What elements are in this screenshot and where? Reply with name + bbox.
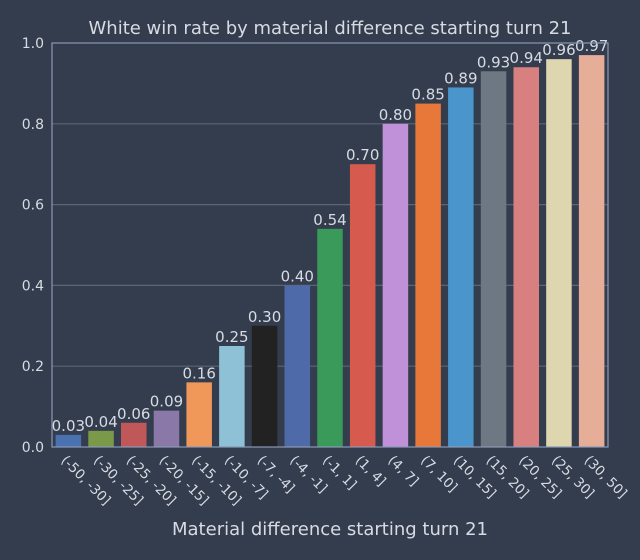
bar-value-label: 0.93 <box>477 53 510 71</box>
bar <box>317 228 343 447</box>
bar-value-label: 0.97 <box>575 37 608 55</box>
bar <box>55 434 82 447</box>
plot-frame <box>51 42 609 448</box>
bar <box>448 87 474 447</box>
bar <box>480 71 507 447</box>
bar-value-label: 0.89 <box>444 69 477 87</box>
bar <box>186 382 212 447</box>
bar-value-label: 0.80 <box>379 106 412 124</box>
bar-value-label: 0.30 <box>248 308 281 326</box>
bar-value-label: 0.16 <box>182 364 215 382</box>
bar <box>546 59 572 447</box>
bar <box>578 55 605 448</box>
bar <box>153 410 180 447</box>
bar-value-label: 0.25 <box>215 328 248 346</box>
x-tick-label: (4, 7] <box>385 453 422 490</box>
bar <box>415 103 441 447</box>
bars <box>55 55 605 448</box>
bar-value-labels: 0.03 0.04 0.060.09 0.160.250.30 0.40 0.54 0.70… <box>52 37 609 435</box>
x-tick-label: (1, 4] <box>352 453 389 490</box>
x-axis-label: Material difference starting turn 21 <box>172 519 488 540</box>
x-axis-ticks: (-50, -30](-30, -25](-25, -20](-20, -15]… <box>58 453 630 509</box>
bar-value-label: 0.09 <box>150 393 183 411</box>
bar <box>121 422 147 447</box>
chart-title: White win rate by material difference st… <box>89 18 572 39</box>
y-tick-label: 0.4 <box>22 278 44 294</box>
bar-value-label: 0.85 <box>411 86 444 104</box>
bar <box>284 285 311 447</box>
bar-value-label: 0.94 <box>510 49 543 67</box>
bar-value-label: 0.06 <box>117 405 150 423</box>
bar-value-label: 0.04 <box>84 413 117 431</box>
y-axis-ticks: 0.0 0.2 0.4 0.6 0.8 1.0 <box>22 36 44 456</box>
bar <box>219 346 245 447</box>
bar-value-label: 0.96 <box>542 41 575 59</box>
y-tick-label: 0.0 <box>22 440 44 456</box>
y-tick-label: 1.0 <box>22 36 44 52</box>
bar <box>382 123 409 448</box>
bar <box>513 67 539 448</box>
bar <box>251 325 278 447</box>
bar-value-label: 0.70 <box>346 146 379 164</box>
y-tick-label: 0.8 <box>22 117 44 133</box>
bar <box>88 430 114 447</box>
bar-value-label: 0.40 <box>281 267 314 285</box>
y-tick-label: 0.2 <box>22 359 44 375</box>
bar-value-label: 0.54 <box>313 211 346 229</box>
bar-value-label: 0.03 <box>52 417 85 435</box>
bar <box>349 164 376 447</box>
y-tick-label: 0.6 <box>22 198 44 214</box>
